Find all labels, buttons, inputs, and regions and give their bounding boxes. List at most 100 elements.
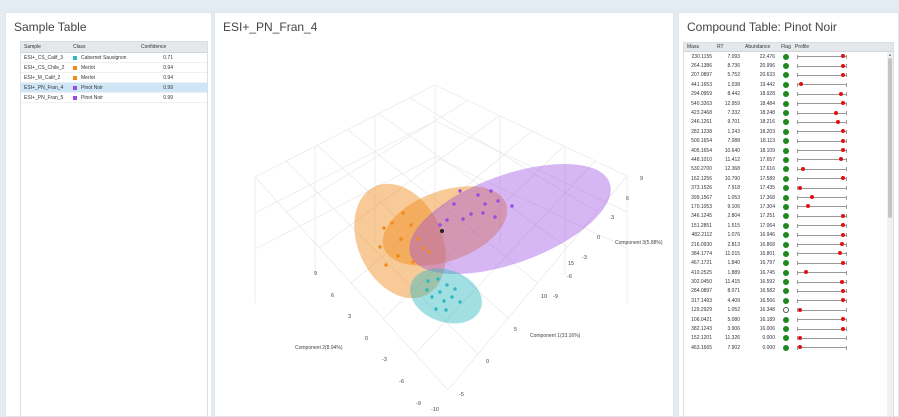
flag-dot-icon[interactable] <box>783 232 789 239</box>
flag-cell[interactable] <box>779 147 793 154</box>
cabernet-point[interactable] <box>458 300 462 304</box>
flag-cell[interactable] <box>779 81 793 88</box>
compound-row[interactable]: 448.1010 11.412 17.657 <box>684 155 893 164</box>
flag-cell[interactable] <box>779 232 793 239</box>
flag-cell[interactable] <box>779 297 793 304</box>
flag-cell[interactable] <box>779 119 793 126</box>
flag-cell[interactable] <box>779 72 793 79</box>
flag-dot-icon[interactable] <box>783 81 789 88</box>
compound-row[interactable]: 151.2851 1.515 17.064 <box>684 221 893 230</box>
compound-row[interactable]: 482.2112 1.076 16.946 <box>684 230 893 239</box>
compound-row[interactable]: 384.1774 11.015 16.801 <box>684 249 893 258</box>
compound-table-scrollbar[interactable]: ▲ ▼ <box>887 52 893 417</box>
flag-dot-icon[interactable] <box>783 175 789 182</box>
pinot-noir-point[interactable] <box>476 193 480 197</box>
flag-cell[interactable] <box>779 128 793 135</box>
cabernet-point[interactable] <box>430 295 434 299</box>
cabernet-point[interactable] <box>425 288 429 292</box>
compound-row[interactable]: 284.0897 8.071 16.582 <box>684 287 893 296</box>
cabernet-point[interactable] <box>444 308 448 312</box>
compound-row[interactable]: 152.1201 11.326 0.000 <box>684 334 893 343</box>
pinot-noir-point[interactable] <box>510 204 514 208</box>
header-rt[interactable]: RT <box>717 44 724 50</box>
header-sample[interactable]: Sample <box>24 44 41 50</box>
merlot-point[interactable] <box>401 211 405 215</box>
flag-cell[interactable] <box>779 241 793 248</box>
header-class[interactable]: Class <box>73 44 86 50</box>
flag-dot-icon[interactable] <box>783 222 789 229</box>
flag-dot-icon[interactable] <box>783 344 789 351</box>
selected-sample-point[interactable] <box>440 229 444 233</box>
compound-row[interactable]: 467.1721 1.840 16.797 <box>684 259 893 268</box>
flag-dot-icon[interactable] <box>783 100 789 107</box>
cabernet-point[interactable] <box>434 307 438 311</box>
flag-dot-icon[interactable] <box>783 110 789 117</box>
cabernet-point[interactable] <box>453 287 457 291</box>
cabernet-point[interactable] <box>445 283 449 287</box>
pinot-noir-point[interactable] <box>489 189 493 193</box>
compound-row[interactable]: 282.1238 1.243 18.203 <box>684 127 893 136</box>
flag-cell[interactable] <box>779 213 793 220</box>
compound-row[interactable]: 540.3263 12.959 18.484 <box>684 99 893 108</box>
cabernet-point[interactable] <box>438 290 442 294</box>
merlot-point[interactable] <box>416 237 420 241</box>
compound-row[interactable]: 463.1665 7.902 0.000 <box>684 343 893 352</box>
merlot-point[interactable] <box>421 246 425 250</box>
pca-3d-plot[interactable]: Component 2(8.94%) Component 1(33.16%) C… <box>215 13 675 417</box>
flag-cell[interactable] <box>779 222 793 229</box>
cabernet-point[interactable] <box>450 295 454 299</box>
compound-row[interactable]: 500.1654 7.088 18.113 <box>684 137 893 146</box>
header-abundance[interactable]: Abundance <box>745 44 771 50</box>
flag-dot-icon[interactable] <box>783 63 789 70</box>
header-mass[interactable]: Mass <box>687 44 699 50</box>
merlot-point[interactable] <box>390 221 394 225</box>
sample-row[interactable]: ESI+_M_Calif_2 Merlot 0.94 <box>21 73 207 83</box>
flag-cell[interactable] <box>779 260 793 267</box>
compound-row[interactable]: 162.1256 10.790 17.589 <box>684 174 893 183</box>
merlot-point[interactable] <box>382 226 386 230</box>
pinot-noir-point[interactable] <box>452 202 456 206</box>
compound-row[interactable]: 264.1386 8.736 20.996 <box>684 61 893 70</box>
flag-cell[interactable] <box>779 156 793 163</box>
flag-cell[interactable] <box>779 63 793 70</box>
flag-cell[interactable] <box>779 316 793 323</box>
flag-dot-icon[interactable] <box>783 260 789 267</box>
compound-row[interactable]: 302.0450 11.415 16.592 <box>684 277 893 286</box>
flag-cell[interactable] <box>779 166 793 173</box>
sample-row[interactable]: ESI+_PN_Fran_5 Pinot Noir 0.99 <box>21 93 207 103</box>
flag-dot-icon[interactable] <box>783 72 789 79</box>
sample-row[interactable]: ESI+_CS_Calif_3 Cabernet Sauvignon 0.71 <box>21 53 207 63</box>
flag-dot-icon[interactable] <box>783 297 789 304</box>
flag-dot-icon[interactable] <box>783 279 789 286</box>
header-profile[interactable]: Profile <box>795 44 810 50</box>
flag-cell[interactable] <box>779 175 793 182</box>
scroll-up-icon[interactable]: ▲ <box>888 52 892 57</box>
flag-cell[interactable] <box>779 250 793 257</box>
flag-cell[interactable] <box>779 335 793 342</box>
flag-dot-icon[interactable] <box>783 128 789 135</box>
pinot-noir-point[interactable] <box>458 189 462 193</box>
flag-dot-icon[interactable] <box>783 213 789 220</box>
compound-row[interactable]: 382.1243 3.906 16.006 <box>684 324 893 333</box>
flag-dot-icon[interactable] <box>783 307 789 314</box>
flag-cell[interactable] <box>779 185 793 192</box>
cabernet-point[interactable] <box>442 299 446 303</box>
merlot-point[interactable] <box>427 250 431 254</box>
compound-row[interactable]: 399.1567 1.053 17.368 <box>684 193 893 202</box>
compound-row[interactable]: 106.0421 5.080 16.189 <box>684 315 893 324</box>
flag-cell[interactable] <box>779 203 793 210</box>
compound-row[interactable]: 373.1526 7.918 17.435 <box>684 183 893 192</box>
sample-row[interactable]: ESI+_PN_Fran_4 Pinot Noir 0.99 <box>21 83 207 93</box>
flag-cell[interactable] <box>779 194 793 201</box>
flag-cell[interactable] <box>779 326 793 333</box>
compound-row[interactable]: 441.1653 1.038 19.442 <box>684 80 893 89</box>
flag-cell[interactable] <box>779 110 793 117</box>
compound-row[interactable]: 129.2929 1.052 16.348 <box>684 306 893 315</box>
pinot-noir-point[interactable] <box>496 199 500 203</box>
merlot-point[interactable] <box>378 245 382 249</box>
flag-dot-icon[interactable] <box>783 241 789 248</box>
flag-dot-icon[interactable] <box>783 250 789 257</box>
flag-dot-icon[interactable] <box>783 166 789 173</box>
flag-dot-icon[interactable] <box>783 316 789 323</box>
compound-row[interactable]: 405.1654 10.640 18.109 <box>684 146 893 155</box>
